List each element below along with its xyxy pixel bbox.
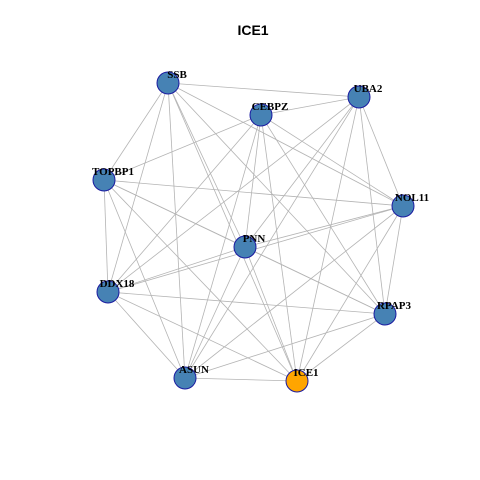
node — [347, 85, 371, 109]
edge — [107, 96, 360, 293]
edge — [103, 114, 262, 181]
edge — [260, 114, 298, 382]
node — [92, 168, 116, 192]
edge — [167, 82, 246, 248]
node — [391, 194, 415, 218]
node-label: CEBPZ — [252, 101, 289, 113]
edge — [260, 96, 360, 116]
edge — [107, 291, 386, 315]
node-label: SSB — [167, 69, 187, 81]
node — [96, 280, 120, 304]
edge — [260, 114, 404, 207]
edge — [384, 205, 404, 315]
edge — [167, 82, 404, 207]
edge — [244, 246, 298, 382]
node — [285, 369, 309, 393]
edge — [244, 205, 404, 248]
node-label: TOPBP1 — [92, 166, 134, 178]
edge — [260, 114, 386, 315]
node-label: UBA2 — [354, 83, 383, 95]
node — [156, 71, 180, 95]
edge — [103, 179, 298, 382]
node-label: NOL11 — [395, 192, 429, 204]
node-label: DDX18 — [100, 278, 135, 290]
edge — [167, 82, 298, 382]
node-label: PNN — [243, 233, 266, 245]
edge — [107, 291, 186, 379]
node-label: ICE1 — [293, 367, 318, 379]
edge — [184, 313, 386, 379]
edge — [107, 114, 262, 293]
node-label: ASUN — [179, 364, 209, 376]
edge — [358, 96, 404, 207]
edge — [296, 313, 386, 382]
edges — [103, 82, 404, 382]
node-label: RPAP3 — [377, 300, 412, 312]
edge — [107, 291, 298, 382]
edge — [184, 205, 404, 379]
edge — [296, 205, 404, 382]
edge — [167, 82, 386, 315]
edge — [184, 377, 298, 382]
node — [233, 235, 257, 259]
edge — [167, 82, 186, 379]
title: ICE1 — [237, 22, 268, 38]
edge — [107, 246, 246, 293]
edge — [103, 179, 404, 207]
nodes: SSB CEBPZ UBA2 TOPBP1 NOL11 PNN DDX18 RPAP3 ASUN… — [92, 69, 429, 393]
edge — [244, 96, 360, 248]
edge — [184, 246, 246, 379]
node — [173, 366, 197, 390]
edge — [103, 179, 186, 379]
edge — [103, 82, 169, 181]
edge — [107, 82, 169, 293]
edge — [167, 82, 360, 98]
edge — [358, 96, 386, 315]
edge — [103, 179, 109, 293]
edge — [296, 96, 360, 382]
node — [249, 103, 273, 127]
node — [373, 302, 397, 326]
edge — [244, 114, 262, 248]
edge — [244, 246, 386, 315]
edge — [184, 96, 360, 379]
